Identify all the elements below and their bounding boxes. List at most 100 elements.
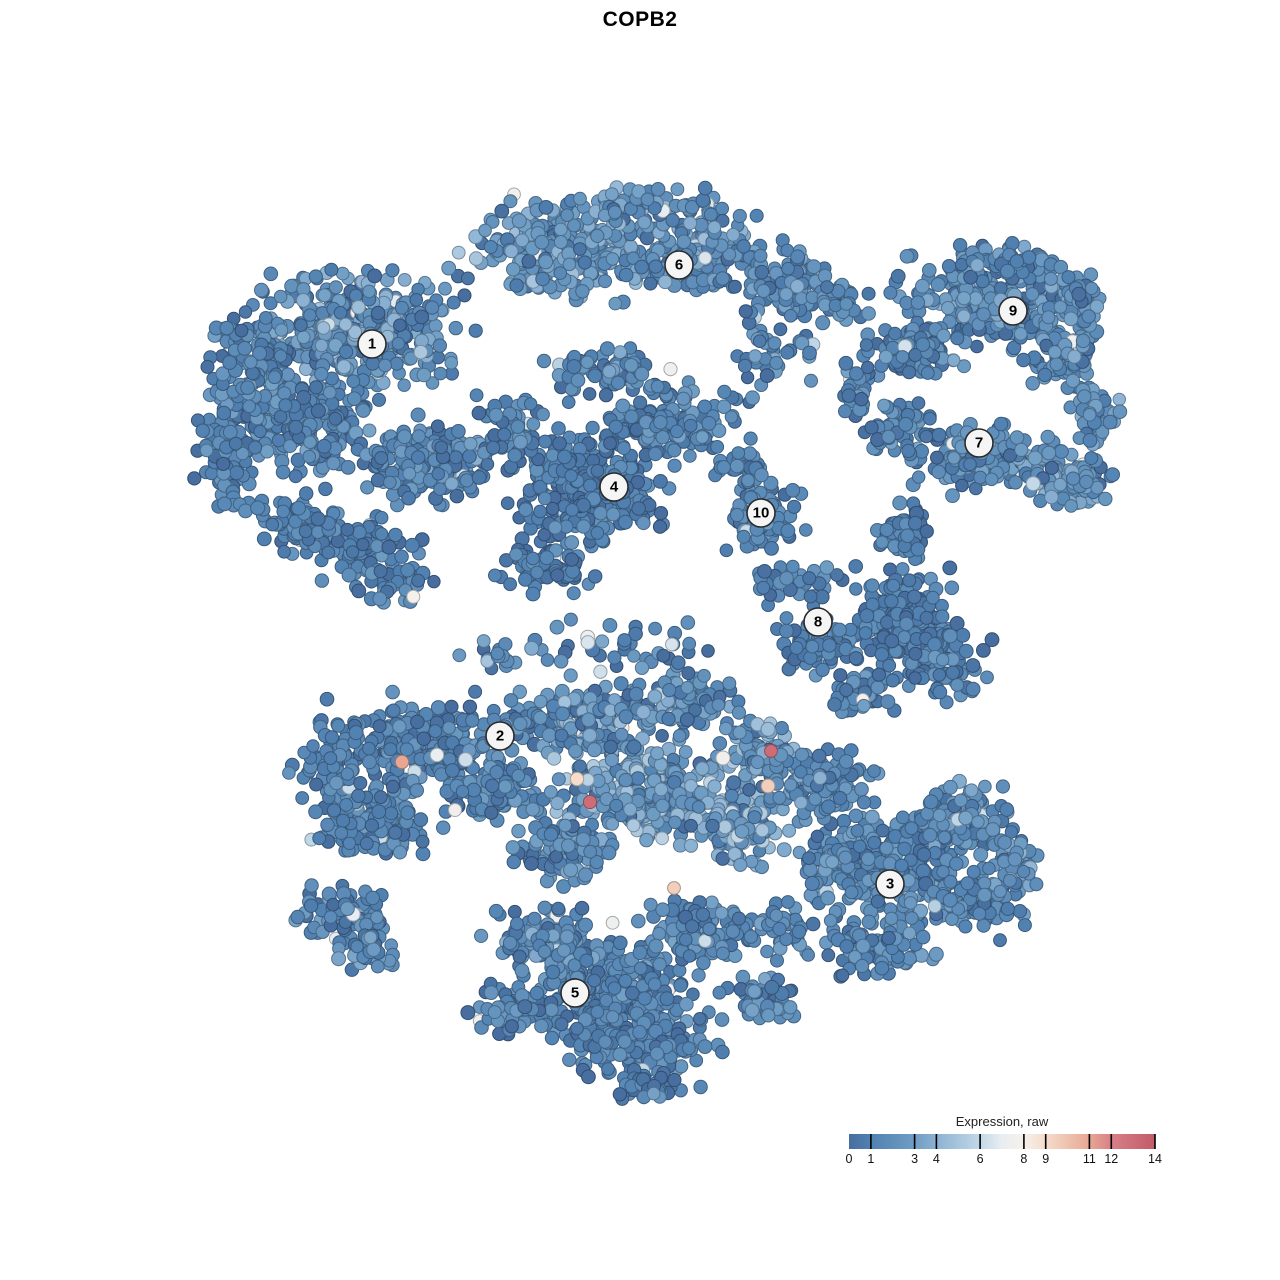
cell-point: [199, 443, 214, 458]
cell-point: [970, 258, 985, 273]
cell-point: [370, 472, 386, 488]
cell-point: [374, 527, 389, 541]
cell-point: [432, 338, 447, 353]
cell-point: [253, 424, 267, 439]
cell-point: [833, 668, 848, 683]
cell-point: [631, 501, 646, 516]
cell-point: [442, 721, 456, 735]
cell-point: [1013, 327, 1028, 341]
cell-point: [333, 306, 348, 320]
cell-point: [503, 693, 519, 708]
cell-point: [570, 373, 586, 388]
cell-point: [902, 573, 917, 588]
cell-point: [1053, 477, 1067, 492]
cell-point: [351, 583, 367, 599]
cell-point: [465, 713, 480, 728]
cell-point: [273, 349, 288, 363]
cell-point: [908, 515, 923, 531]
cell-point: [310, 511, 326, 527]
cell-point: [815, 315, 831, 331]
cell-point: [362, 284, 376, 299]
cell-point: [434, 440, 449, 455]
cell-point: [326, 456, 341, 471]
cell-point: [1025, 476, 1041, 492]
cell-point: [958, 643, 974, 659]
cell-point: [538, 254, 554, 270]
cell-point: [1084, 281, 1099, 295]
cell-point: [254, 282, 269, 298]
cell-point: [564, 469, 578, 483]
cell-point: [907, 589, 922, 605]
cell-point: [444, 356, 459, 370]
cell-point: [298, 524, 313, 539]
cell-point: [518, 572, 533, 587]
cell-point: [942, 628, 958, 644]
cell-point: [370, 910, 384, 925]
cell-point: [509, 547, 523, 562]
cell-point: [719, 543, 734, 558]
cell-point: [347, 391, 362, 407]
cell-point: [538, 434, 553, 449]
cell-point: [819, 560, 835, 575]
cell-point: [340, 460, 356, 475]
cell-point: [695, 192, 711, 208]
cell-point: [730, 507, 745, 523]
cell-point: [786, 559, 800, 574]
cell-point: [284, 278, 299, 294]
cell-point: [950, 678, 965, 692]
cell-point: [993, 416, 1009, 432]
cell-point: [370, 305, 386, 321]
cell-point: [624, 409, 639, 425]
cell-point: [410, 714, 425, 730]
cell-point: [1053, 300, 1068, 314]
cell-point: [1009, 430, 1025, 445]
cell-point: [634, 259, 649, 275]
cell-point: [879, 522, 894, 537]
cell-point: [920, 366, 935, 380]
cell-point: [416, 367, 432, 383]
cell-point: [303, 435, 317, 450]
cell-point: [698, 251, 712, 265]
cell-point: [580, 355, 595, 370]
cell-point: [885, 673, 900, 688]
cell-point: [478, 223, 492, 238]
cell-point: [575, 284, 590, 299]
cell-point: [533, 504, 547, 519]
cell-point: [732, 208, 747, 224]
cell-point: [1041, 310, 1056, 325]
cell-point: [346, 374, 361, 389]
cell-point: [383, 475, 397, 490]
cell-point: [736, 239, 751, 254]
cell-point: [553, 222, 568, 237]
cell-point: [295, 791, 310, 805]
cell-point: [947, 353, 961, 367]
cell-point: [779, 287, 794, 302]
cell-point: [553, 235, 568, 249]
cell-point: [410, 407, 426, 423]
gene-title: COPB2: [602, 8, 678, 31]
cell-point: [291, 500, 307, 516]
cell-point: [588, 569, 603, 584]
cell-point: [471, 405, 487, 421]
cell-point: [277, 386, 292, 401]
cell-point: [402, 466, 417, 481]
cell-point: [308, 269, 323, 284]
cell-point: [899, 248, 915, 264]
cell-point: [536, 353, 552, 369]
cell-point: [936, 653, 950, 667]
cell-point: [874, 647, 890, 662]
cell-point: [411, 573, 426, 588]
cell-point: [458, 752, 474, 768]
cell-point: [428, 724, 443, 739]
cell-point: [947, 451, 961, 465]
cell-point: [789, 640, 804, 655]
cell-point: [623, 239, 639, 255]
cell-point: [378, 358, 393, 373]
cell-point: [583, 478, 598, 493]
cell-point: [338, 344, 354, 359]
cell-point: [551, 421, 566, 436]
cell-point: [468, 251, 484, 266]
cell-point: [314, 366, 329, 382]
cell-point: [468, 684, 483, 699]
